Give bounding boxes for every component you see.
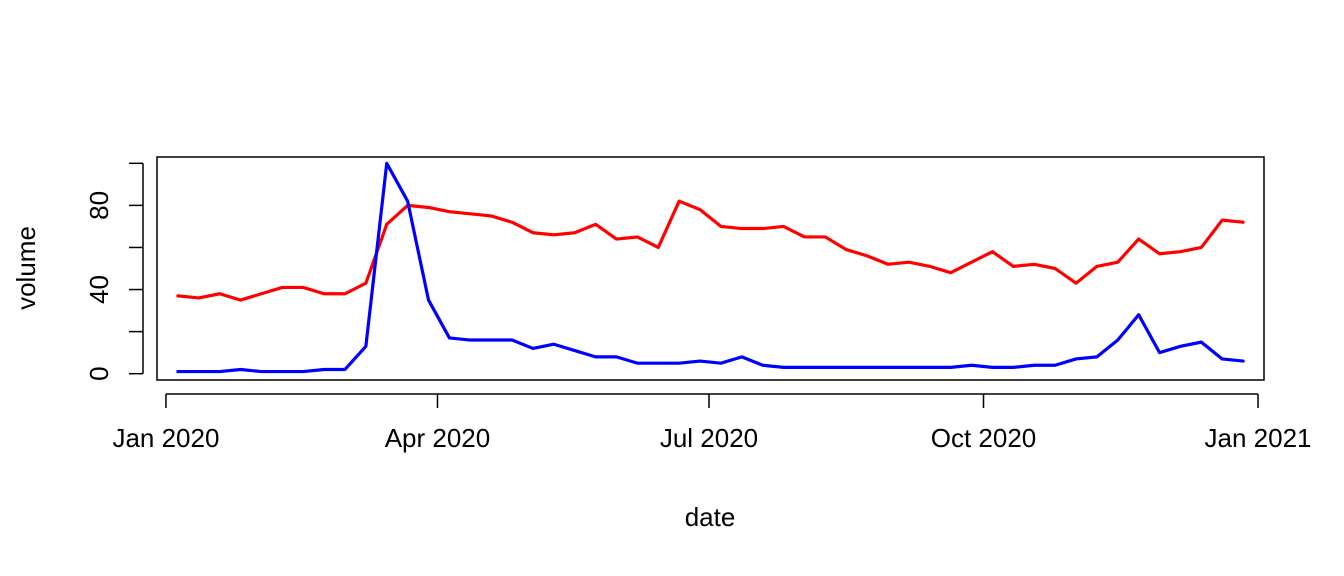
y-tick-label-0: 0 (84, 366, 114, 380)
y-tick-label-4: 80 (84, 191, 114, 220)
x-tick-label-4: Jan 2021 (1205, 423, 1312, 453)
y-tick-label-2: 40 (84, 275, 114, 304)
series-line-1 (176, 161, 1245, 374)
y-axis: 0 40 80 (84, 162, 144, 381)
x-tick-label-3: Oct 2020 (931, 423, 1037, 453)
plot-frame (156, 156, 1265, 381)
x-tick-label-1: Apr 2020 (385, 423, 491, 453)
x-axis-title: date (685, 502, 736, 532)
y-axis-title: volume (11, 226, 41, 310)
series-layer (176, 161, 1245, 374)
x-axis: Jan 2020 Apr 2020 Jul 2020 Oct 2020 Jan 2021 (112, 393, 1312, 453)
x-tick-label-0: Jan 2020 (112, 423, 219, 453)
x-tick-label-2: Jul 2020 (660, 423, 758, 453)
series-line-0 (176, 199, 1245, 302)
